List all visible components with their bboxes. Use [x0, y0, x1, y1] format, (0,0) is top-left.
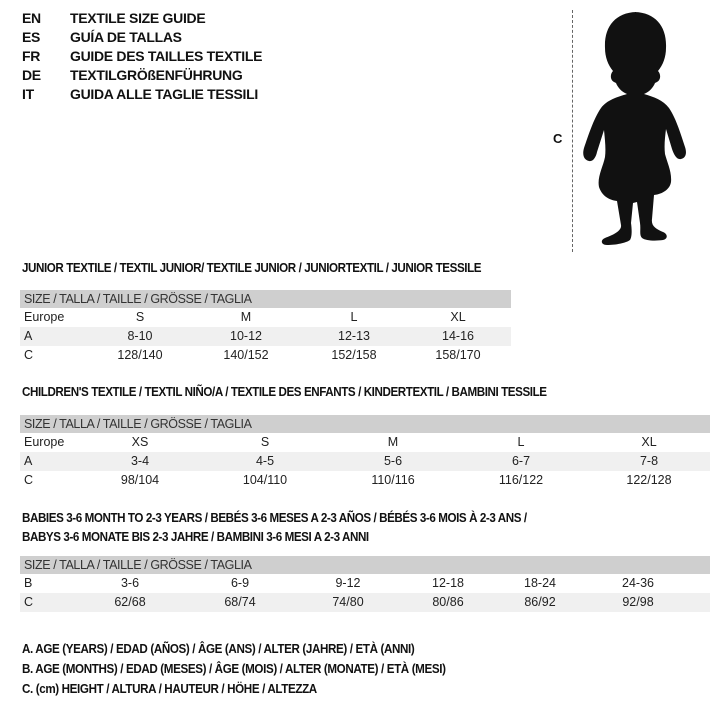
table-cell: S: [135, 310, 145, 324]
row-label: C: [24, 348, 34, 362]
toddler-silhouette-icon: [583, 12, 686, 245]
children-size-table: SIZE / TALLA / TAILLE / GRÖSSE / TAGLIA E…: [20, 415, 710, 490]
legend-c: C. (cm) HEIGHT / ALTURA / HAUTEUR / HÖHE…: [22, 682, 317, 696]
height-label: C: [553, 131, 563, 146]
table-row: A 8-10 10-12 12-13 14-16: [20, 327, 511, 346]
table-cell: 24-36: [622, 576, 654, 590]
babies-size-table: SIZE / TALLA / TAILLE / GRÖSSE / TAGLIA B…: [20, 556, 710, 612]
table-cell: 68/74: [224, 595, 256, 609]
table-cell: 122/128: [626, 473, 672, 487]
table-cell: 8-10: [127, 329, 153, 343]
table-row: Europe XS S M L XL: [20, 433, 710, 452]
table-cell: L: [350, 310, 358, 324]
table-cell: XL: [450, 310, 466, 324]
row-label: A: [24, 454, 33, 468]
language-code: IT: [22, 86, 34, 102]
language-title: GUIDE DES TAILLES TEXTILE: [70, 48, 263, 64]
table-cell: 6-9: [230, 576, 250, 590]
table-cell: 104/110: [242, 473, 288, 487]
table-cell: 74/80: [332, 595, 364, 609]
table-row: A 3-4 4-5 5-6 6-7 7-8: [20, 452, 710, 471]
table-row: B 3-6 6-9 9-12 12-18 18-24 24-36: [20, 574, 710, 593]
table-row: C 128/140 140/152 152/158 158/170: [20, 346, 511, 365]
legend-a: A. AGE (YEARS) / EDAD (AÑOS) / ÂGE (ANS)…: [22, 642, 415, 656]
table-cell: 86/92: [524, 595, 556, 609]
table-row: C 98/104 104/110 110/116 116/122 122/128: [20, 471, 710, 490]
table-cell: 62/68: [114, 595, 146, 609]
table-cell: 12-18: [432, 576, 464, 590]
table-cell: 3-6: [120, 576, 140, 590]
table-cell: XS: [131, 435, 149, 449]
table-cell: 92/98: [622, 595, 654, 609]
language-title: TEXTILGRÖßENFÜHRUNG: [70, 67, 243, 83]
language-code: EN: [22, 10, 41, 26]
table-cell: L: [517, 435, 525, 449]
junior-title: JUNIOR TEXTILE / TEXTIL JUNIOR/ TEXTILE …: [22, 261, 482, 275]
row-label: C: [24, 473, 34, 487]
language-code: FR: [22, 48, 41, 64]
size-header: SIZE / TALLA / TAILLE / GRÖSSE / TAGLIA: [20, 415, 710, 433]
table-cell: 128/140: [117, 348, 163, 362]
table-cell: 110/116: [371, 473, 415, 487]
row-label: C: [24, 595, 34, 609]
table-cell: 4-5: [255, 454, 275, 468]
table-cell: 14-16: [442, 329, 474, 343]
language-title: TEXTILE SIZE GUIDE: [70, 10, 206, 26]
table-cell: 9-12: [335, 576, 361, 590]
table-cell: XL: [641, 435, 657, 449]
table-row: Europe S M L XL: [20, 308, 511, 327]
language-title: GUÍA DE TALLAS: [70, 29, 182, 45]
table-cell: 98/104: [120, 473, 160, 487]
height-dashed-line: [572, 10, 573, 252]
table-cell: 5-6: [383, 454, 403, 468]
row-label: B: [24, 576, 33, 590]
legend-b: B. AGE (MONTHS) / EDAD (MESES) / ÂGE (MO…: [22, 662, 446, 676]
table-cell: S: [260, 435, 270, 449]
row-label: Europe: [24, 435, 65, 449]
size-header: SIZE / TALLA / TAILLE / GRÖSSE / TAGLIA: [20, 556, 710, 574]
table-cell: M: [387, 435, 399, 449]
language-code: DE: [22, 67, 41, 83]
table-cell: M: [240, 310, 252, 324]
table-cell: 18-24: [524, 576, 556, 590]
table-cell: 10-12: [230, 329, 262, 343]
children-title: CHILDREN'S TEXTILE / TEXTIL NIÑO/A / TEX…: [22, 385, 547, 399]
babies-title-line1: BABIES 3-6 MONTH TO 2-3 YEARS / BEBÉS 3-…: [22, 511, 527, 525]
size-header: SIZE / TALLA / TAILLE / GRÖSSE / TAGLIA: [20, 290, 511, 308]
table-cell: 7-8: [639, 454, 659, 468]
row-label: Europe: [24, 310, 65, 324]
language-title: GUIDA ALLE TAGLIE TESSILI: [70, 86, 258, 102]
table-cell: 80/86: [432, 595, 464, 609]
table-row: C 62/68 68/74 74/80 80/86 86/92 92/98: [20, 593, 710, 612]
language-code: ES: [22, 29, 41, 45]
table-cell: 12-13: [338, 329, 370, 343]
table-cell: 3-4: [130, 454, 150, 468]
table-cell: 140/152: [223, 348, 269, 362]
junior-size-table: SIZE / TALLA / TAILLE / GRÖSSE / TAGLIA E…: [20, 290, 511, 365]
table-cell: 152/158: [331, 348, 377, 362]
table-cell: 116/122: [498, 473, 544, 487]
babies-title-line2: BABYS 3-6 MONATE BIS 2-3 JAHRE / BAMBINI…: [22, 530, 369, 544]
row-label: A: [24, 329, 33, 343]
table-cell: 6-7: [511, 454, 531, 468]
table-cell: 158/170: [435, 348, 481, 362]
